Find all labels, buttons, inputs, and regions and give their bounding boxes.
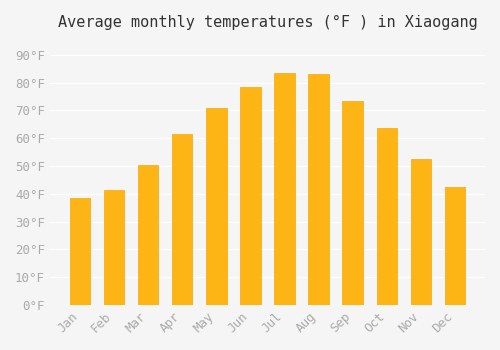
Bar (172, 134, 193, 305)
Bar (104, 190, 124, 305)
Bar (138, 164, 158, 305)
Title: Average monthly temperatures (°F ) in Xiaogang: Average monthly temperatures (°F ) in Xi… (58, 15, 478, 30)
Bar (240, 87, 260, 305)
Bar (70, 198, 90, 305)
Bar (376, 128, 397, 305)
Bar (410, 159, 431, 305)
Bar (308, 74, 329, 305)
Bar (342, 101, 363, 305)
Bar (206, 108, 227, 305)
Bar (445, 187, 465, 305)
Bar (274, 73, 294, 305)
